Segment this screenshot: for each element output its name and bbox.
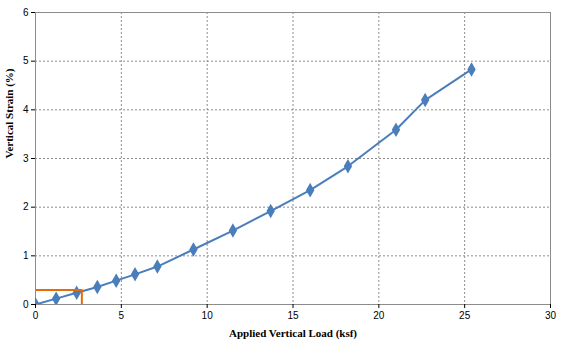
svg-text:Vertical Strain (%): Vertical Strain (%) <box>3 68 16 158</box>
svg-text:5: 5 <box>119 310 125 321</box>
svg-text:Applied Vertical Load (ksf): Applied Vertical Load (ksf) <box>229 327 357 340</box>
svg-text:0: 0 <box>33 310 39 321</box>
svg-text:1: 1 <box>23 250 29 261</box>
svg-text:2: 2 <box>23 201 29 212</box>
svg-text:6: 6 <box>23 7 29 18</box>
svg-text:30: 30 <box>545 310 557 321</box>
svg-text:20: 20 <box>373 310 385 321</box>
svg-text:5: 5 <box>23 55 29 66</box>
svg-text:4: 4 <box>23 104 29 115</box>
svg-text:10: 10 <box>202 310 214 321</box>
svg-text:3: 3 <box>23 153 29 164</box>
svg-text:0: 0 <box>23 299 29 310</box>
svg-text:25: 25 <box>459 310 471 321</box>
svg-text:15: 15 <box>287 310 299 321</box>
